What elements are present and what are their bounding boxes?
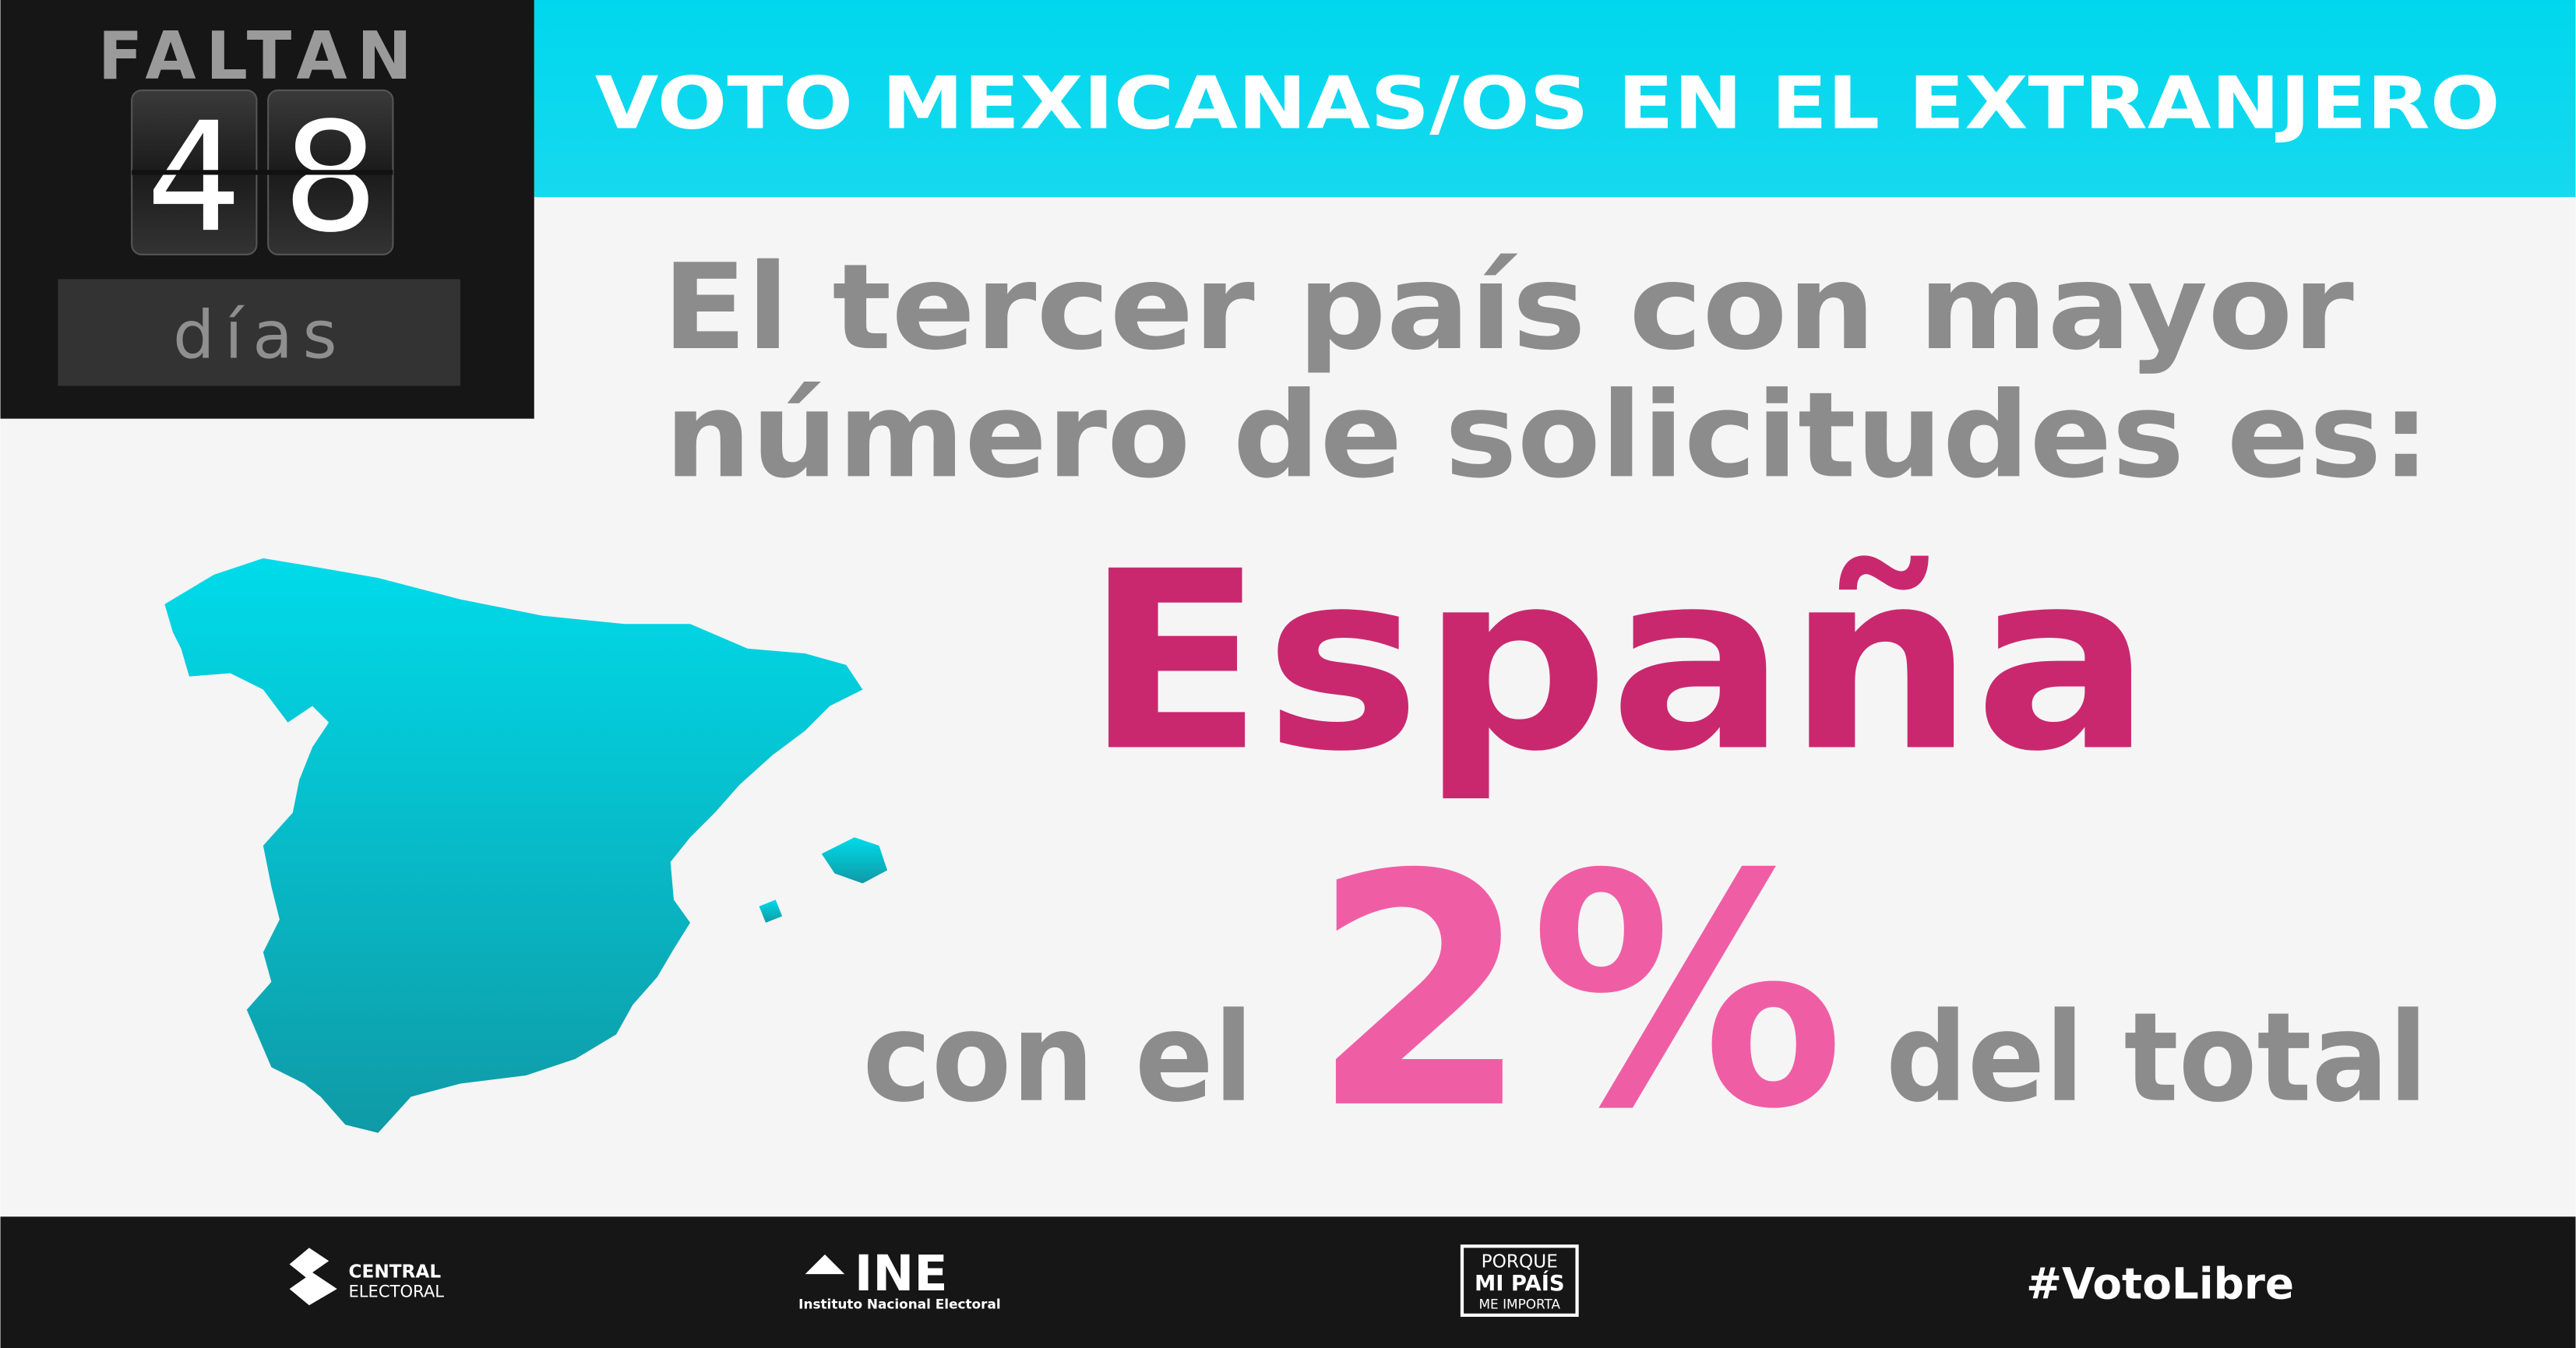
- headline-line: número de solicitudes es:: [664, 366, 2430, 504]
- countdown-unit: días: [173, 297, 347, 374]
- central-text: CENTRAL: [348, 1261, 441, 1282]
- island: [821, 837, 888, 884]
- share-prefix: con el: [862, 987, 1253, 1130]
- central-logo: [289, 1248, 337, 1306]
- footer: [0, 1216, 2576, 1348]
- header-title: VOTO MEXICANAS/OS EN EL EXTRANJERO: [595, 61, 2500, 145]
- share-value: 2%: [1311, 806, 1845, 1179]
- countdown-label: FALTAN: [98, 18, 422, 94]
- countdown-digit: 4: [146, 90, 242, 266]
- campaign-text: ME IMPORTA: [1479, 1296, 1561, 1311]
- campaign-text: PORQUE: [1482, 1251, 1558, 1272]
- ine-logo: [805, 1254, 845, 1275]
- share-suffix: del total: [1886, 987, 2428, 1130]
- spain-map: [164, 558, 863, 1133]
- island: [759, 899, 783, 923]
- headline-line: El tercer país con mayor: [662, 238, 2354, 376]
- ine-name: INE: [855, 1244, 948, 1302]
- header-banner: [534, 0, 2576, 198]
- hashtag: #VotoLibre: [2026, 1259, 2294, 1309]
- campaign-text: MI PAÍS: [1475, 1271, 1565, 1296]
- countdown-digit: 8: [283, 90, 379, 266]
- central-text: ELECTORAL: [348, 1282, 444, 1301]
- unit-box: [58, 279, 460, 386]
- country: España: [1084, 518, 2151, 805]
- ine-full: Instituto Nacional Electoral: [798, 1296, 1000, 1311]
- campaign-frame: [1460, 1244, 1579, 1317]
